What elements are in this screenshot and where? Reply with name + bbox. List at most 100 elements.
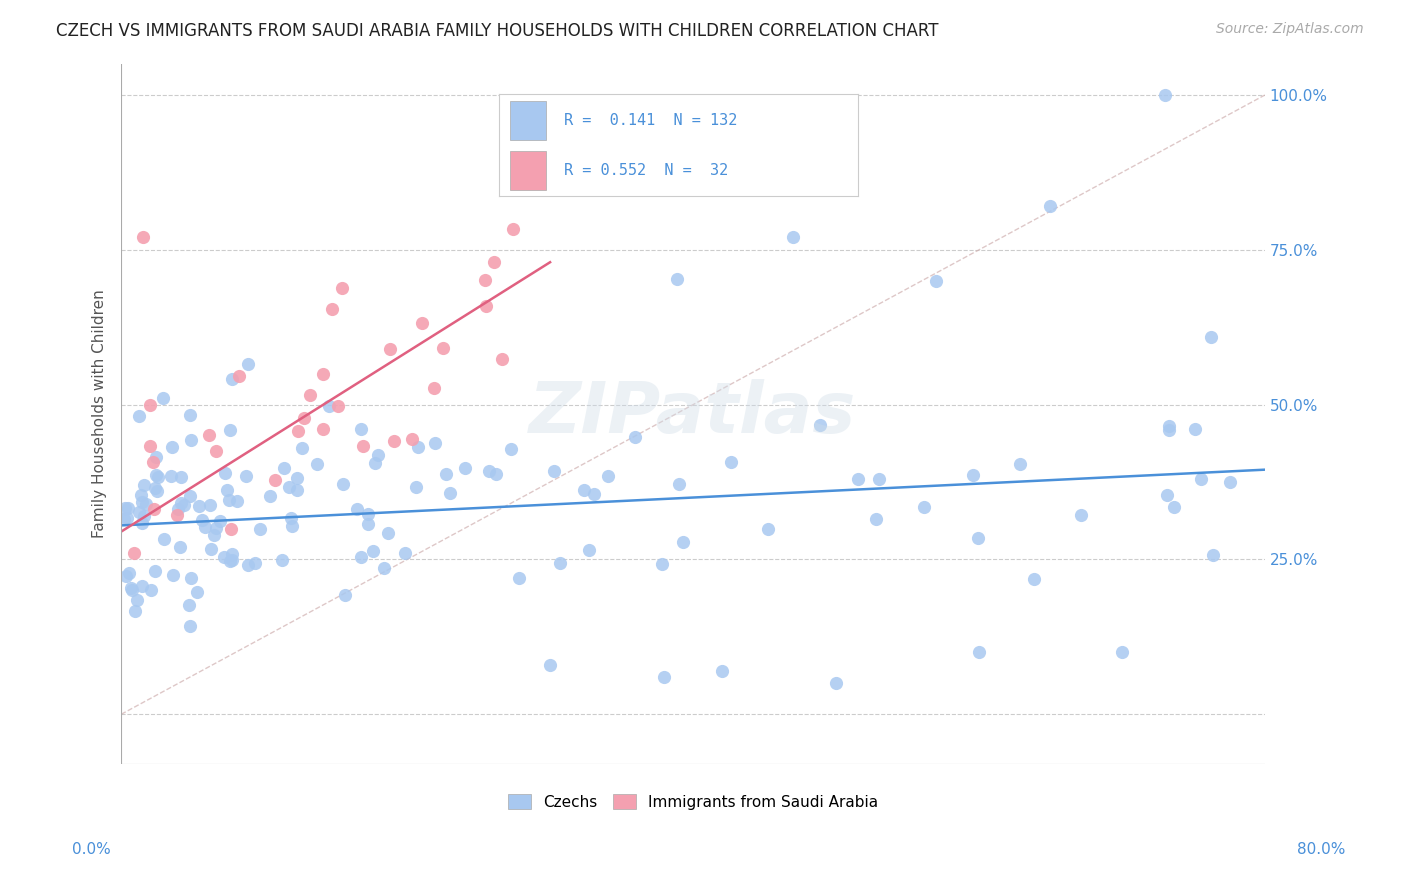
Point xyxy=(925,274,948,288)
Point xyxy=(170,470,193,484)
Point xyxy=(352,439,374,453)
Point xyxy=(623,430,645,444)
Point xyxy=(333,588,356,602)
Point xyxy=(177,598,200,612)
Point xyxy=(221,553,243,567)
Point xyxy=(198,428,221,442)
Point xyxy=(668,476,690,491)
Point xyxy=(143,564,166,578)
Point xyxy=(124,604,146,618)
Point xyxy=(118,566,141,581)
Point xyxy=(145,468,167,483)
Point xyxy=(146,484,169,499)
Point xyxy=(198,498,221,512)
Point xyxy=(188,499,211,513)
Point xyxy=(357,517,380,532)
Point xyxy=(264,474,287,488)
Point xyxy=(225,494,247,508)
Point xyxy=(115,511,138,525)
Point xyxy=(145,450,167,464)
Point xyxy=(131,230,153,244)
Point xyxy=(868,472,890,486)
Point xyxy=(967,645,990,659)
Point xyxy=(967,531,990,545)
Point xyxy=(825,676,848,690)
Point xyxy=(143,481,166,495)
Point xyxy=(128,409,150,424)
Point xyxy=(219,554,242,568)
Point xyxy=(1153,88,1175,103)
Point xyxy=(508,571,530,585)
Point xyxy=(127,592,149,607)
Point xyxy=(499,442,522,456)
FancyBboxPatch shape xyxy=(510,151,546,190)
Point xyxy=(160,440,183,454)
Point xyxy=(572,483,595,497)
Point xyxy=(378,343,401,357)
Point xyxy=(364,456,387,470)
Point xyxy=(180,434,202,448)
Text: R =  0.141  N = 132: R = 0.141 N = 132 xyxy=(564,112,737,128)
Point xyxy=(194,520,217,534)
Point xyxy=(578,543,600,558)
Point xyxy=(720,455,742,469)
Point xyxy=(200,542,222,557)
Text: 80.0%: 80.0% xyxy=(1298,842,1346,856)
Point xyxy=(115,569,138,583)
Point xyxy=(287,424,309,438)
Point xyxy=(152,391,174,405)
Point xyxy=(361,544,384,558)
Point xyxy=(132,508,155,523)
Point xyxy=(491,352,513,367)
Point xyxy=(1163,500,1185,515)
Y-axis label: Family Households with Children: Family Households with Children xyxy=(93,290,107,538)
Point xyxy=(218,423,240,437)
Point xyxy=(401,432,423,446)
Point xyxy=(169,541,191,555)
Point xyxy=(298,388,321,402)
Point xyxy=(173,498,195,512)
Point xyxy=(846,473,869,487)
Point xyxy=(221,548,243,562)
Point xyxy=(273,461,295,475)
Point xyxy=(962,468,984,483)
Point xyxy=(191,512,214,526)
Point xyxy=(166,508,188,522)
Text: R = 0.552  N =  32: R = 0.552 N = 32 xyxy=(564,163,728,178)
Text: 0.0%: 0.0% xyxy=(72,842,111,856)
Point xyxy=(180,571,202,585)
Point xyxy=(122,546,145,560)
Legend: Czechs, Immigrants from Saudi Arabia: Czechs, Immigrants from Saudi Arabia xyxy=(502,788,884,815)
Point xyxy=(346,502,368,516)
Text: CZECH VS IMMIGRANTS FROM SAUDI ARABIA FAMILY HOUSEHOLDS WITH CHILDREN CORRELATIO: CZECH VS IMMIGRANTS FROM SAUDI ARABIA FA… xyxy=(56,22,939,40)
Point xyxy=(202,528,225,542)
Point xyxy=(377,526,399,541)
Point xyxy=(219,522,242,536)
Point xyxy=(1024,572,1046,586)
Point xyxy=(235,469,257,483)
Point xyxy=(212,549,235,564)
Point xyxy=(112,512,135,526)
Point xyxy=(1189,472,1212,486)
Point xyxy=(548,556,571,570)
Point xyxy=(1070,508,1092,523)
Point xyxy=(357,507,380,521)
Point xyxy=(153,532,176,546)
Text: Source: ZipAtlas.com: Source: ZipAtlas.com xyxy=(1216,22,1364,37)
Point xyxy=(131,495,153,509)
Point xyxy=(350,549,373,564)
Point xyxy=(808,418,831,433)
Point xyxy=(142,454,165,468)
Point xyxy=(485,467,508,482)
Point xyxy=(1199,329,1222,343)
Point xyxy=(280,510,302,524)
Point xyxy=(1202,549,1225,563)
Point xyxy=(1157,418,1180,433)
Point xyxy=(912,500,935,514)
Point xyxy=(249,522,271,536)
Point xyxy=(538,657,561,672)
FancyBboxPatch shape xyxy=(510,101,546,140)
Point xyxy=(166,502,188,516)
Point xyxy=(502,221,524,235)
Point xyxy=(143,502,166,516)
